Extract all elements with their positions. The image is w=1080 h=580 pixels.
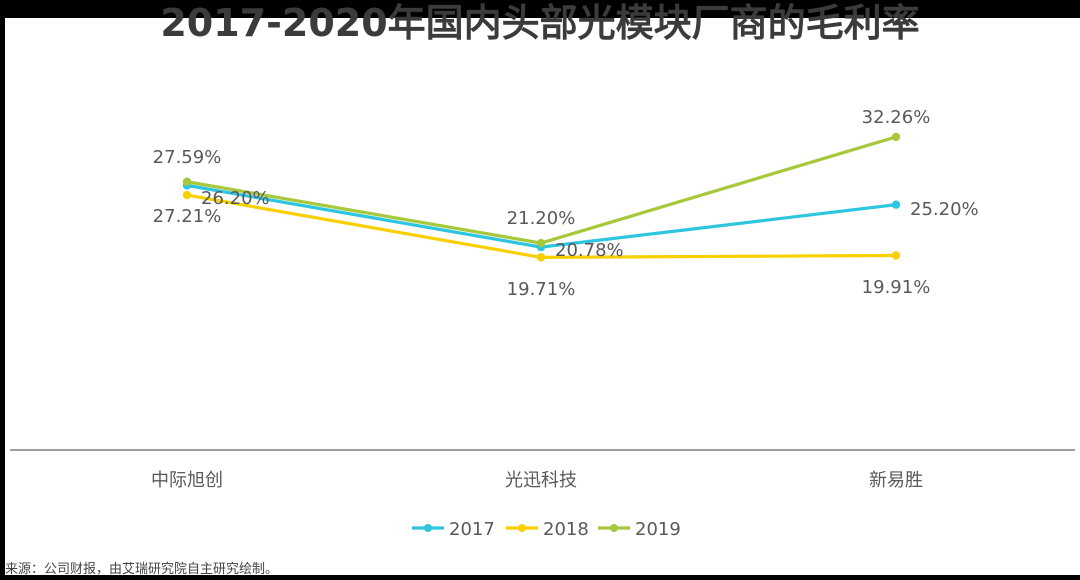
data-point-2018 — [891, 251, 901, 260]
data-point-2018 — [536, 253, 546, 262]
legend-marker-2019 — [610, 524, 618, 532]
data-point-2019 — [536, 238, 546, 248]
x-tick-label: 光迅科技 — [505, 470, 577, 491]
data-label: 20.78% — [555, 240, 624, 261]
legend-label: 2018 — [543, 519, 589, 540]
data-label: 32.26% — [862, 107, 931, 128]
data-point-2017 — [891, 200, 901, 209]
data-label: 27.59% — [153, 147, 222, 168]
x-tick-label: 中际旭创 — [151, 470, 223, 491]
legend-marker-2018 — [518, 524, 526, 532]
data-label: 21.20% — [507, 208, 576, 229]
data-label: 26.20% — [201, 188, 270, 209]
data-point-2019 — [891, 132, 901, 142]
data-label: 19.71% — [507, 279, 576, 300]
line-chart: 中际旭创 光迅科技 新易胜 27.21% 20.78% 25.20% 26.20% 19.71… — [10, 107, 1075, 540]
legend-label: 2019 — [635, 519, 681, 540]
x-tick-label: 新易胜 — [869, 470, 923, 491]
chart-title: 2017-2020年国内头部光模块厂商的毛利率 — [160, 1, 920, 45]
source-note: 来源：公司财报，由艾瑞研究院自主研究绘制。 — [5, 562, 279, 577]
legend-label: 2017 — [449, 519, 495, 540]
data-point-2018 — [182, 190, 192, 200]
chart-canvas — [5, 18, 1080, 575]
data-point-2019 — [182, 177, 192, 186]
legend-marker-2017 — [424, 524, 432, 532]
data-label: 25.20% — [910, 199, 979, 220]
data-label: 19.91% — [862, 277, 931, 298]
data-label: 27.21% — [153, 206, 222, 227]
